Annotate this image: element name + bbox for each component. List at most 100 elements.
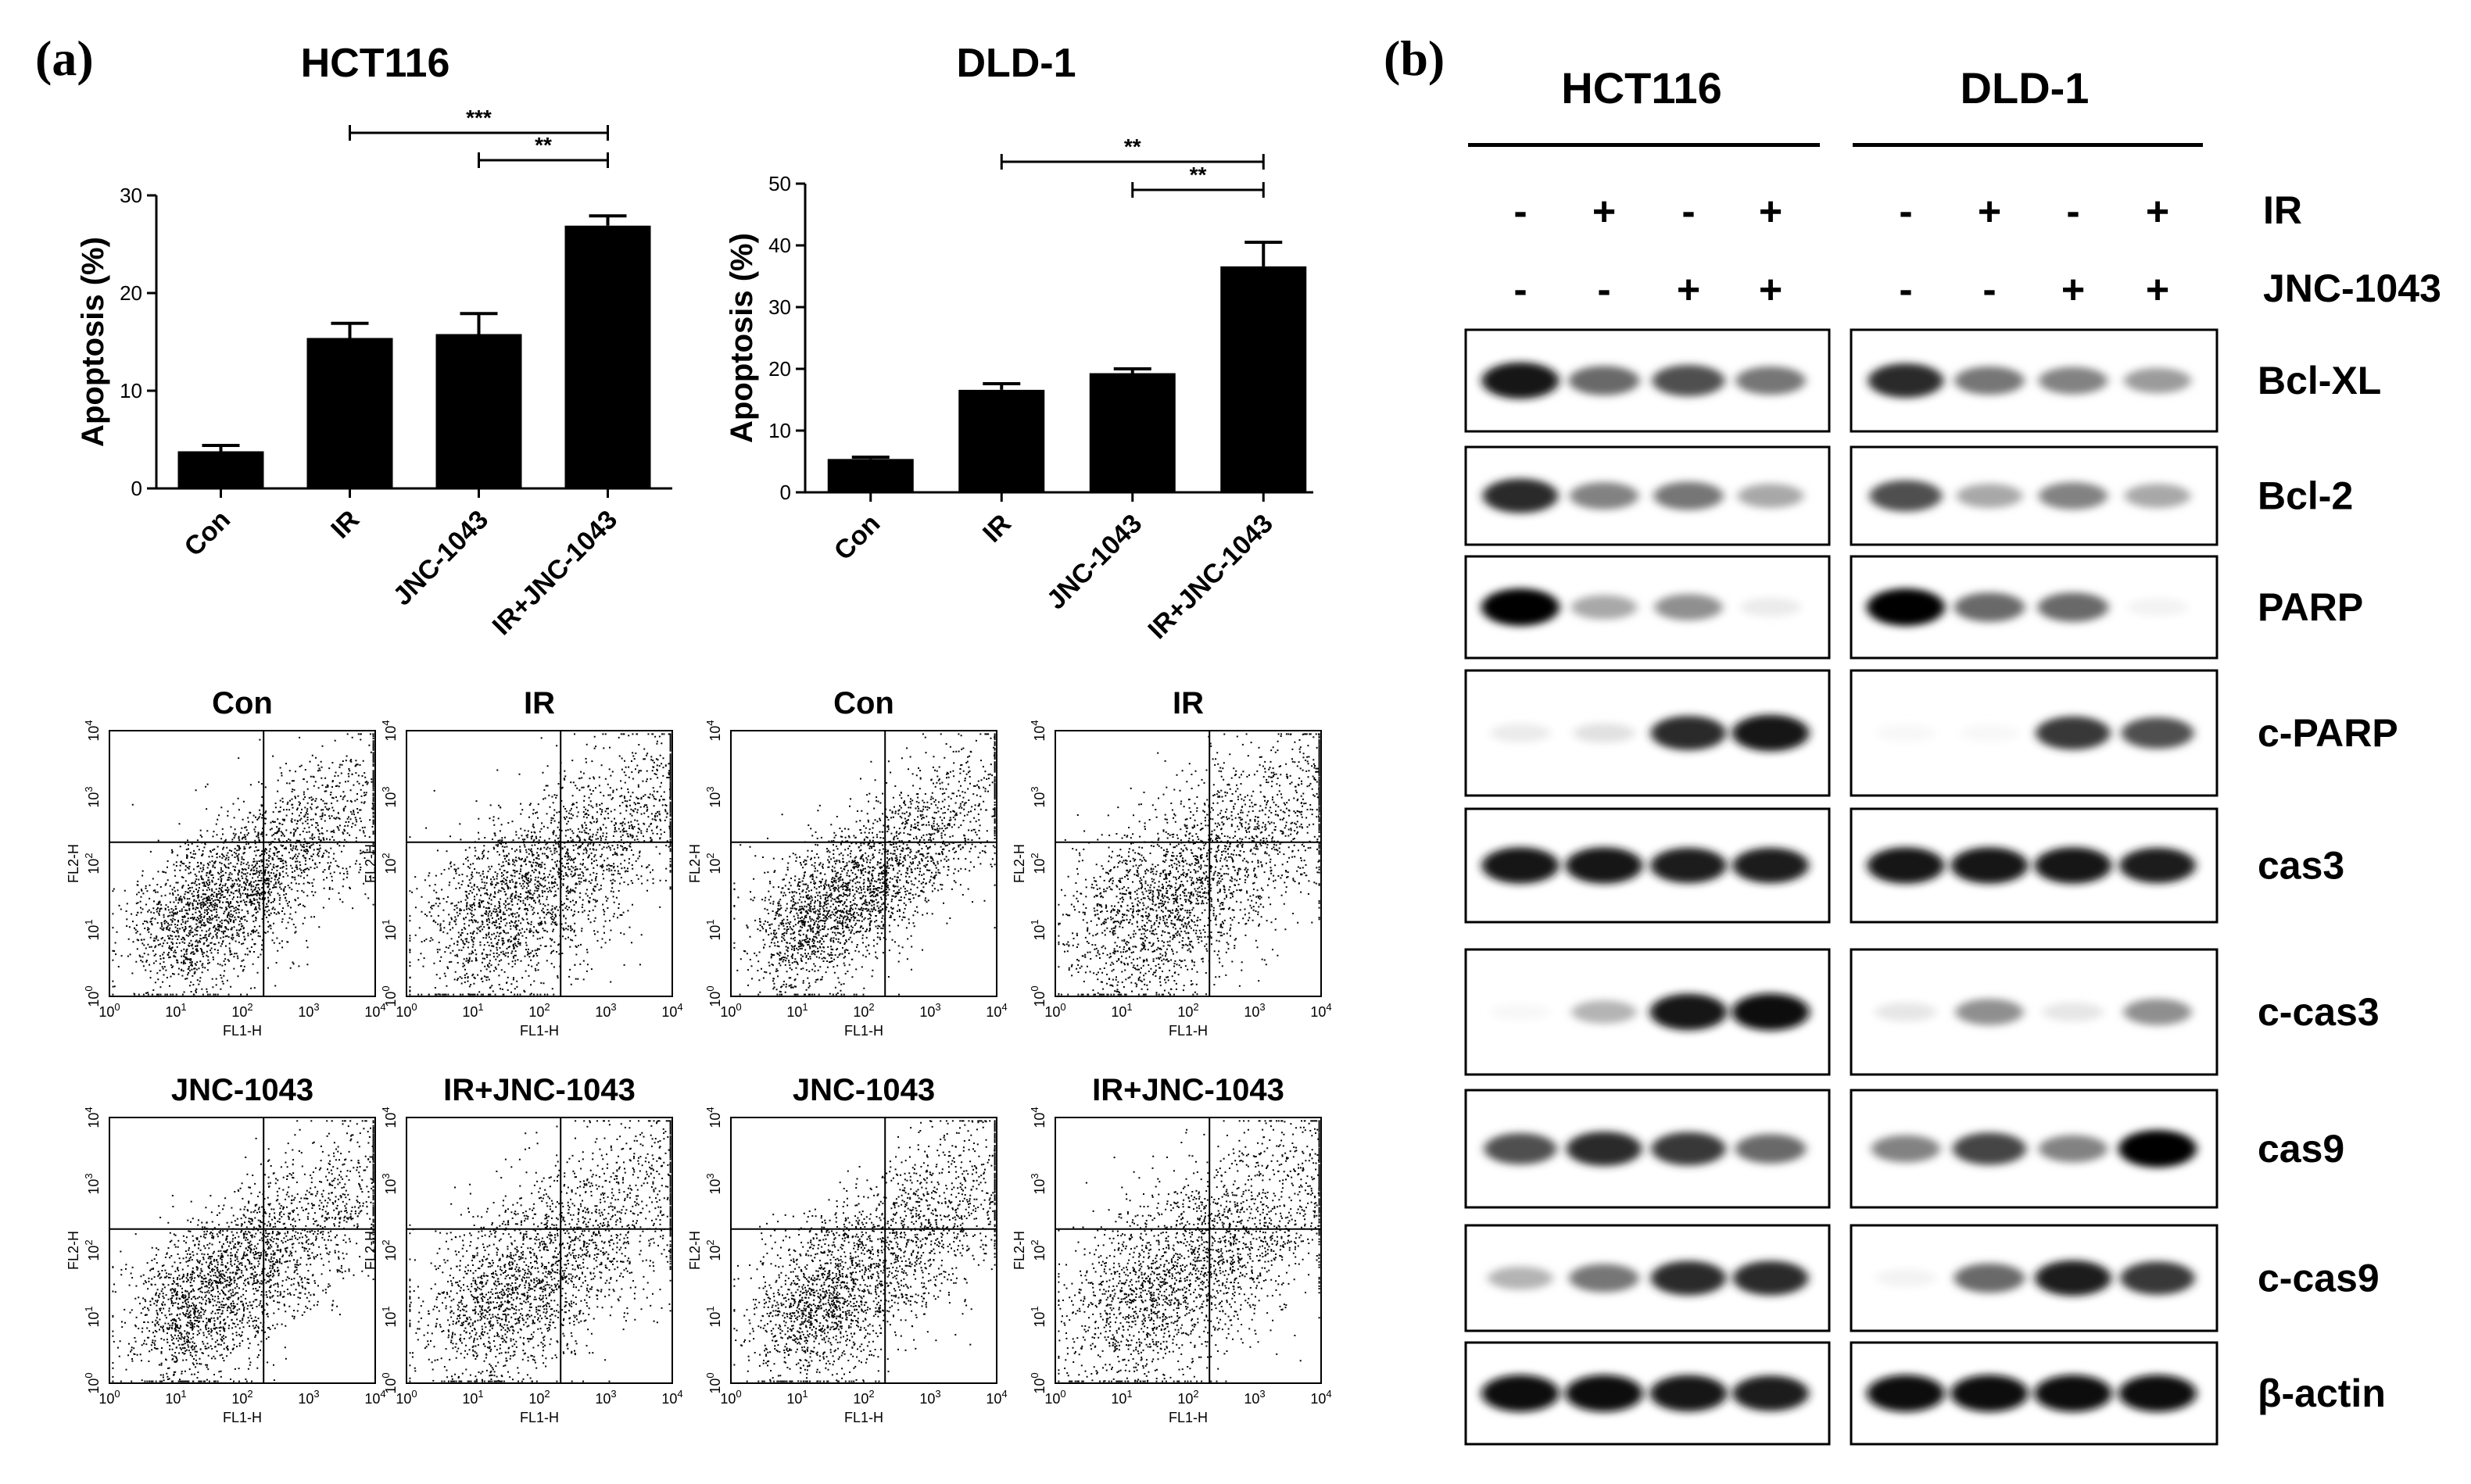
blot-band [1569, 1264, 1639, 1293]
treatment-sign: - [1899, 267, 1912, 313]
blot-band [1565, 1375, 1643, 1412]
blot-band [1956, 483, 2023, 509]
y-tick-label: 30 [120, 184, 142, 207]
flow-plot: Con100100101101102102103103104104FL1-HFL… [687, 686, 1008, 1039]
treatment-sign: - [1681, 189, 1695, 234]
y-tick-label: 30 [768, 295, 791, 319]
panel-b-label: (b) [1384, 30, 1445, 86]
x-axis-label: FL1-H [520, 1023, 559, 1039]
y-tick-exponent: 1 [380, 1306, 392, 1311]
group-underline-dld1 [1853, 143, 2203, 147]
blot-band [1488, 1266, 1553, 1290]
y-tick-exponent: 1 [83, 1306, 95, 1311]
flow-dots [1058, 1120, 1320, 1382]
x-axis-label: FL1-H [223, 1023, 262, 1039]
blot-band [1570, 595, 1638, 620]
x-tick-exponent: 4 [1001, 1388, 1007, 1400]
x-tick-exponent: 1 [1126, 1001, 1132, 1013]
flow-dots [409, 733, 671, 996]
blot-band [2039, 1135, 2108, 1163]
treatment-sign: - [1597, 267, 1610, 313]
protein-label: c-cas9 [2258, 1257, 2380, 1300]
x-tick-exponent: 0 [411, 1388, 417, 1400]
flow-plot-title: IR [1173, 686, 1204, 721]
blot-band [1735, 1134, 1807, 1164]
y-tick-exponent: 3 [1029, 786, 1040, 792]
flow-plot-frame [109, 1117, 376, 1384]
group-underline-hct116 [1468, 143, 1820, 147]
blot-band [1954, 1263, 2025, 1293]
treatment-sign: - [1513, 189, 1527, 234]
y-tick-exponent: 2 [704, 1239, 716, 1245]
blot-band [1484, 1132, 1557, 1165]
x-tick-exponent: 2 [868, 1001, 874, 1013]
y-tick-exponent: 4 [83, 720, 95, 725]
protein-label: cas9 [2258, 1127, 2344, 1171]
flow-plot-title: JNC-1043 [171, 1073, 313, 1107]
y-tick-exponent: 1 [704, 919, 716, 924]
y-tick-exponent: 2 [1029, 1239, 1040, 1245]
treatment-sign: - [2066, 189, 2079, 234]
x-tick-exponent: 3 [1259, 1388, 1265, 1400]
x-tick-exponent: 2 [868, 1388, 874, 1400]
y-tick-label: 101 [1029, 919, 1047, 940]
y-tick-exponent: 1 [704, 1306, 716, 1311]
blot-band [1650, 1261, 1727, 1296]
y-axis-label: Apoptosis (%) [725, 233, 759, 443]
x-tick-exponent: 4 [677, 1388, 682, 1400]
y-tick-exponent: 3 [83, 786, 95, 792]
blot-band [1950, 847, 2029, 884]
blot-band [1490, 723, 1551, 743]
protein-label: c-PARP [2258, 711, 2398, 755]
x-tick-exponent: 3 [1259, 1001, 1265, 1013]
blot-band [2119, 847, 2196, 884]
blot-band [1481, 362, 1560, 399]
flow-plot: JNC-1043100100101101102102103103104104FL… [687, 1073, 1008, 1425]
treatment-sign: + [1592, 189, 1616, 234]
y-tick-exponent: 2 [704, 853, 716, 858]
y-tick-exponent: 4 [83, 1107, 95, 1112]
blot-band [1875, 1268, 1936, 1288]
bar [177, 451, 264, 488]
x-tick-exponent: 3 [313, 1001, 319, 1013]
bar [306, 338, 393, 488]
x-axis-label: FL1-H [1169, 1023, 1208, 1039]
flow-plot-title: Con [212, 686, 273, 721]
blot-band [1871, 1135, 1940, 1163]
x-tick-exponent: 4 [1001, 1001, 1007, 1013]
protein-label: c-cas3 [2258, 990, 2380, 1034]
y-tick-exponent: 2 [1029, 853, 1040, 858]
y-tick-exponent: 2 [380, 853, 392, 858]
y-tick-label: 20 [768, 357, 791, 381]
x-tick-exponent: 4 [677, 1001, 682, 1013]
y-tick-exponent: 4 [1029, 720, 1040, 725]
y-tick-label: 10 [768, 419, 791, 442]
x-tick-exponent: 3 [611, 1001, 616, 1013]
flow-plot-frame [730, 730, 997, 997]
y-tick-label: 10 [120, 379, 142, 402]
flow-dots [112, 733, 374, 996]
blot-band [1651, 1132, 1726, 1166]
treatment-sign: + [2061, 267, 2085, 313]
y-axis-label: FL2-H [363, 1231, 378, 1270]
x-tick-label: 103 [919, 1388, 940, 1407]
flow-plot: IR100100101101102102103103104104FL1-HFL2… [1012, 686, 1332, 1039]
y-tick-label: 40 [768, 234, 791, 257]
flow-plot: IR+JNC-104310010010110110210210310310410… [363, 1073, 683, 1425]
x-tick-exponent: 0 [736, 1001, 741, 1013]
y-axis-label: FL2-H [363, 844, 378, 883]
x-tick-exponent: 2 [544, 1388, 550, 1400]
flow-plot: IR100100101101102102103103104104FL1-HFL2… [363, 686, 683, 1039]
y-tick-exponent: 0 [380, 985, 392, 991]
blot-band [2120, 1261, 2195, 1295]
y-tick-label: 102 [704, 1239, 723, 1261]
treatment-sign: + [1759, 267, 1782, 313]
protein-label: β-actin [2258, 1371, 2386, 1415]
blot-band [1481, 1375, 1560, 1412]
blot-band [1875, 724, 1936, 742]
flow-plot: IR+JNC-104310010010110110210210310310410… [1012, 1073, 1332, 1425]
bar [1089, 373, 1176, 492]
x-tick-exponent: 1 [478, 1001, 483, 1013]
